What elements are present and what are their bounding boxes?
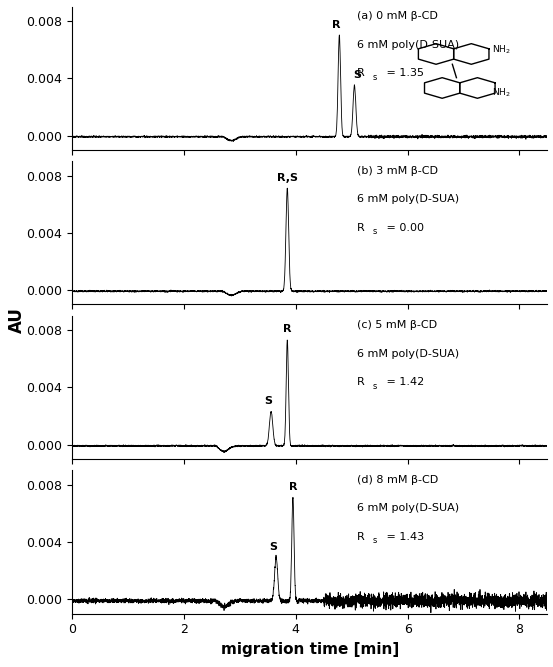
Text: S: S (353, 69, 361, 79)
Text: 6 mM poly(D-SUA): 6 mM poly(D-SUA) (357, 349, 460, 359)
Text: = 1.43: = 1.43 (383, 532, 425, 542)
Text: AU: AU (8, 307, 27, 333)
Text: S: S (264, 396, 272, 406)
Text: s: s (373, 382, 377, 391)
Text: R: R (357, 223, 365, 233)
Text: R: R (289, 482, 297, 492)
Text: R: R (332, 19, 341, 29)
Text: R: R (357, 378, 365, 388)
Text: s: s (373, 73, 377, 81)
Text: (d) 8 mM β-CD: (d) 8 mM β-CD (357, 475, 439, 485)
Text: (a) 0 mM β-CD: (a) 0 mM β-CD (357, 11, 438, 21)
X-axis label: migration time [min]: migration time [min] (221, 642, 399, 657)
Text: s: s (373, 536, 377, 546)
Text: 6 mM poly(D-SUA): 6 mM poly(D-SUA) (357, 194, 460, 204)
Text: = 0.00: = 0.00 (383, 223, 424, 233)
Text: 6 mM poly(D-SUA): 6 mM poly(D-SUA) (357, 39, 460, 49)
Text: s: s (373, 227, 377, 236)
Text: S: S (269, 542, 277, 552)
Text: R,S: R,S (277, 173, 298, 183)
Text: (b) 3 mM β-CD: (b) 3 mM β-CD (357, 165, 438, 175)
Text: (c) 5 mM β-CD: (c) 5 mM β-CD (357, 320, 437, 330)
Text: = 1.42: = 1.42 (383, 378, 425, 388)
Text: R: R (357, 532, 365, 542)
Text: R: R (283, 324, 291, 334)
Text: = 1.35: = 1.35 (383, 68, 424, 78)
Text: 6 mM poly(D-SUA): 6 mM poly(D-SUA) (357, 504, 460, 514)
Text: R: R (357, 68, 365, 78)
